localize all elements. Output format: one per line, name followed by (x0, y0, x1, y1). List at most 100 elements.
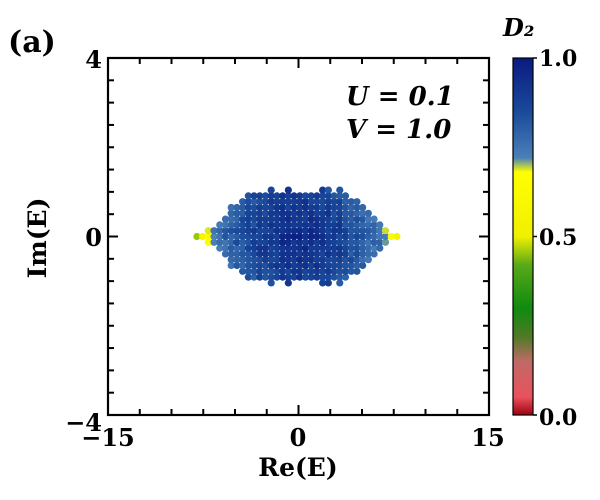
scatter-point (353, 221, 361, 229)
scatter-point (267, 186, 275, 194)
scatter-point (347, 203, 355, 212)
scatter-point (364, 238, 372, 246)
scatter-point (336, 209, 344, 217)
scatter-point (359, 244, 367, 252)
scatter-point (313, 227, 321, 235)
scatter-point (250, 273, 258, 281)
scatter-point (330, 244, 338, 252)
scatter-point (290, 221, 298, 229)
scatter-point (261, 273, 270, 281)
scatter-point (370, 250, 378, 258)
colorbar-tick-label-max: 1.0 (539, 46, 577, 72)
scatter-point (256, 221, 264, 229)
scatter-point (239, 250, 247, 258)
scatter-point (267, 250, 275, 258)
scatter-point (227, 238, 235, 246)
scatter-point (261, 203, 270, 212)
scatter-point (353, 238, 361, 246)
scatter-point (301, 232, 310, 241)
scatter-point (330, 209, 338, 217)
scatter-point (319, 221, 327, 229)
scatter-point (376, 232, 384, 241)
scatter-point (347, 256, 355, 264)
scatter-point (290, 227, 298, 235)
scatter-point (239, 203, 247, 212)
scatter-point (376, 238, 384, 246)
scatter-point (296, 261, 304, 270)
scatter-point (336, 198, 344, 206)
scatter-point (324, 221, 332, 229)
scatter-point (359, 261, 367, 270)
scatter-point (227, 244, 235, 252)
scatter-point (290, 273, 298, 281)
scatter-point (313, 232, 321, 241)
scatter-point (324, 198, 332, 206)
scatter-point (216, 221, 224, 229)
scatter-point (313, 192, 321, 200)
scatter-point (341, 227, 350, 235)
y-axis-label: Im(E) (23, 198, 52, 279)
scatter-point (347, 227, 355, 235)
scatter-point (250, 256, 258, 264)
scatter-point (279, 250, 287, 258)
scatter-point (256, 198, 264, 206)
colorbar-tick-label-min: 0.0 (539, 405, 577, 431)
scatter-point (301, 273, 310, 281)
scatter-point (364, 209, 372, 217)
scatter-point (336, 261, 344, 270)
y-tick-label-max: 4 (85, 45, 102, 74)
scatter-point (347, 221, 355, 229)
scatter-point (364, 227, 372, 235)
scatter-point (290, 250, 298, 258)
scatter-point (256, 250, 264, 258)
scatter-point (261, 238, 270, 246)
annotation-u: U = 0.1 (346, 82, 454, 112)
scatter-point (239, 209, 247, 217)
scatter-point (307, 215, 315, 223)
scatter-point (244, 250, 252, 258)
scatter-point (341, 273, 350, 281)
scatter-point (284, 279, 292, 287)
scatter-point (261, 221, 270, 229)
scatter-point (370, 244, 378, 252)
scatter-point (319, 244, 327, 252)
scatter-point (324, 261, 332, 270)
scatter-point (284, 215, 292, 223)
scatter-point (284, 227, 292, 235)
scatter-point (307, 221, 315, 229)
colorbar-tick-label-mid: 0.5 (539, 225, 577, 251)
scatter-point (290, 198, 298, 206)
scatter-point (204, 238, 212, 246)
scatter-point (324, 209, 332, 217)
scatter-point (324, 232, 332, 241)
scatter-point (393, 232, 401, 241)
scatter-point (347, 244, 355, 252)
scatter-point (341, 250, 350, 258)
scatter-point (324, 192, 332, 200)
scatter-point (216, 232, 224, 241)
scatter-point (307, 267, 315, 275)
scatter-point (233, 215, 241, 223)
scatter-point (261, 250, 270, 258)
scatter-point (301, 261, 310, 270)
scatter-point (296, 209, 304, 217)
scatter-point (227, 256, 235, 264)
scatter-point (279, 238, 287, 246)
scatter-point (296, 215, 304, 223)
scatter-point (221, 238, 230, 246)
x-tick-label-zero: 0 (290, 423, 307, 452)
scatter-point (307, 250, 315, 258)
scatter-point (324, 238, 332, 246)
scatter-point (307, 256, 315, 264)
scatter-point (341, 209, 350, 217)
scatter-point (296, 256, 304, 264)
scatter-point (347, 209, 355, 217)
scatter-point (353, 209, 361, 217)
scatter-point (273, 198, 281, 206)
scatter-point (227, 203, 235, 212)
scatter-point (347, 261, 355, 270)
scatter-point (256, 192, 264, 200)
scatter-point (227, 215, 235, 223)
scatter-point (284, 267, 292, 275)
scatter-point (364, 232, 372, 241)
